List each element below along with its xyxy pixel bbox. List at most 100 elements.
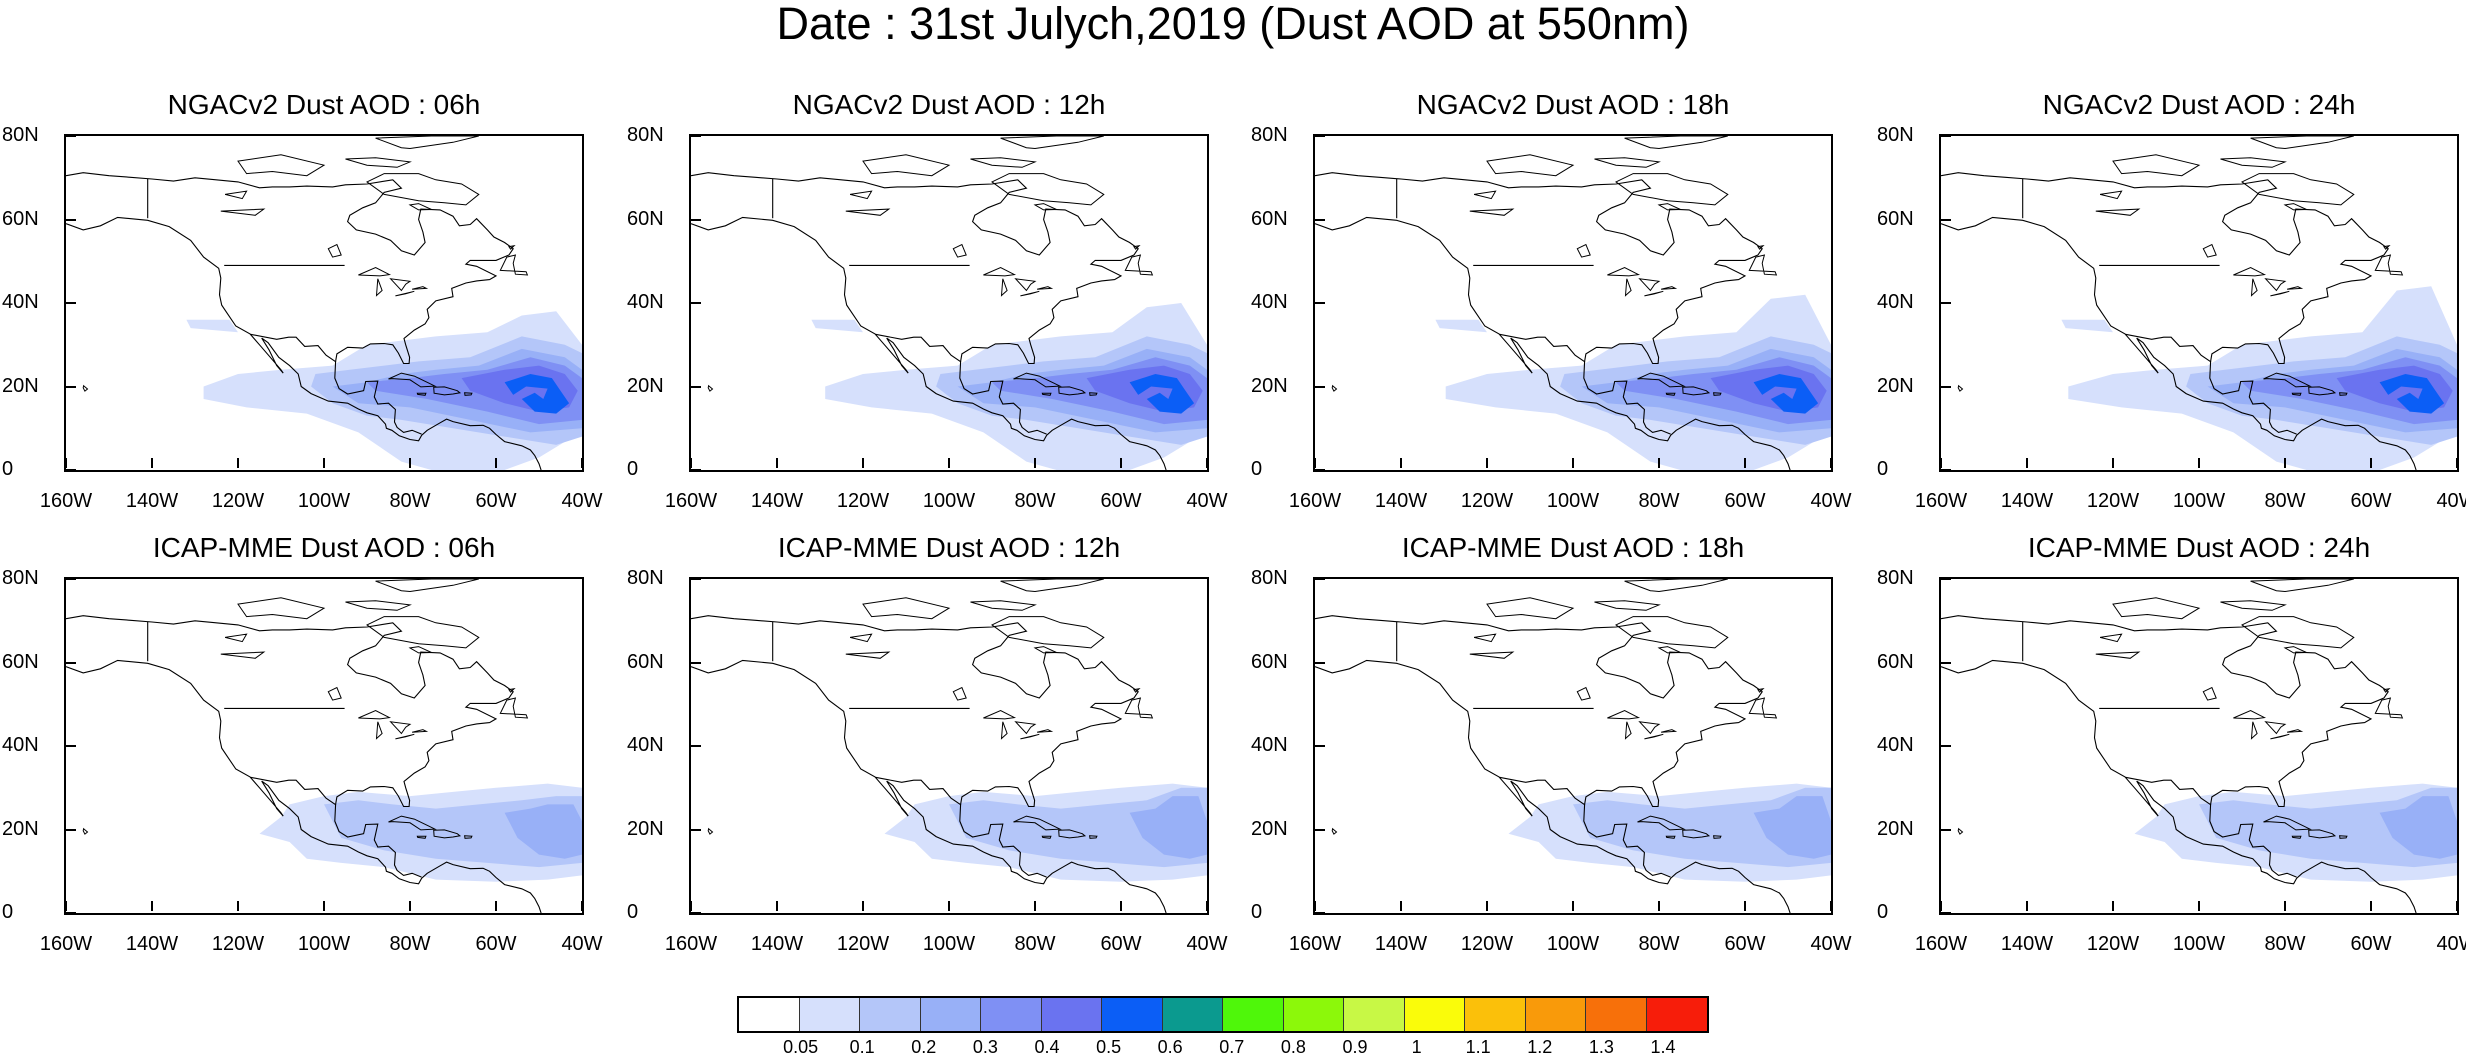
coastline-pacific: [1941, 216, 2417, 470]
island-outline: [464, 835, 473, 839]
x-tick: [1400, 901, 1402, 911]
colorbar-label: 0.7: [1219, 1037, 1245, 1057]
island-outline: [1033, 646, 1057, 654]
dust-aod-map: [691, 136, 1207, 470]
island-outline: [375, 136, 479, 150]
x-tick: [237, 901, 239, 911]
map-panel: NGACv2 Dust AOD : 06h 80N 60N 40N 20N 0 160W 14…: [2, 89, 603, 512]
y-tick: [691, 912, 701, 914]
x-tick: [1744, 458, 1746, 468]
lake-outline: [1000, 721, 1008, 740]
island-outline: [2291, 835, 2302, 839]
x-tick-label: 140W: [2000, 490, 2054, 512]
island-outline: [1637, 815, 1686, 831]
island-outline: [345, 600, 412, 611]
lake-outline: [1469, 208, 1515, 216]
panel-title: ICAP-MME Dust AOD : 24h: [2027, 532, 2371, 563]
coastline-atlantic: [1941, 615, 2389, 878]
y-tick-label: 40N: [1251, 291, 1288, 313]
island-outline: [1665, 835, 1676, 839]
panel-title: ICAP-MME Dust AOD : 06h: [152, 532, 496, 563]
island-outline: [508, 688, 516, 693]
y-tick: [1315, 745, 1325, 747]
colorbar-label: 1.1: [1465, 1037, 1491, 1057]
island-outline: [1748, 697, 1778, 719]
island-outline: [2339, 835, 2348, 839]
x-tick-label: 40W: [1186, 933, 1228, 955]
lake-outline: [2202, 686, 2217, 701]
dust-aod-contour: [2379, 796, 2457, 859]
y-tick: [691, 745, 701, 747]
x-tick-label: 160W: [1288, 933, 1342, 955]
y-tick-label: 60N: [627, 207, 664, 230]
x-tick: [1314, 901, 1316, 911]
island-outline: [499, 697, 529, 719]
x-tick-label: 120W: [1460, 490, 1514, 512]
lake-outline: [224, 190, 248, 200]
y-tick: [691, 385, 701, 388]
coastline-atlantic: [66, 172, 514, 435]
y-tick: [1315, 661, 1325, 664]
lake-outline: [952, 243, 967, 258]
island-outline: [1013, 815, 1062, 831]
y-tick-label: 80N: [2, 124, 39, 146]
x-tick-label: 60W: [475, 490, 517, 512]
y-tick-label: 40N: [627, 291, 664, 313]
x-tick-label: 120W: [211, 490, 265, 512]
x-tick-label: 100W: [2172, 490, 2226, 512]
colorbar-swatch: [1102, 998, 1163, 1031]
x-tick: [1206, 901, 1208, 911]
y-tick: [66, 385, 76, 388]
lake-outline: [2250, 721, 2258, 740]
map-frame: [1313, 134, 1833, 472]
lake-outline: [220, 651, 266, 659]
colorbar-label: 0.9: [1342, 1037, 1368, 1057]
island-outline: [1682, 386, 1711, 396]
x-tick-label: 140W: [125, 933, 179, 955]
island-outline: [2220, 157, 2287, 168]
y-tick: [1315, 469, 1325, 471]
lake-outline: [395, 290, 415, 297]
island-outline: [416, 835, 427, 839]
x-tick: [409, 901, 411, 911]
y-tick: [691, 218, 701, 221]
x-tick: [2112, 901, 2114, 911]
island-outline: [1486, 154, 1575, 177]
x-tick: [2456, 901, 2458, 911]
y-tick-label: 0: [1877, 458, 1889, 480]
island-outline: [1757, 688, 1765, 693]
colorbar-swatch: [739, 998, 800, 1031]
island-outline: [1133, 688, 1141, 693]
lake-outline: [1576, 243, 1591, 258]
lake-outline: [375, 278, 383, 297]
y-tick-label: 20N: [1877, 817, 1914, 840]
y-tick-label: 80N: [627, 567, 664, 589]
island-outline: [1041, 392, 1052, 396]
x-tick-label: 80W: [389, 933, 431, 955]
lake-outline: [849, 633, 873, 643]
country-border: [875, 776, 962, 806]
y-tick: [1941, 828, 1951, 831]
x-tick: [1034, 901, 1036, 911]
coastline-pacific: [691, 216, 1167, 470]
y-tick: [1315, 218, 1325, 221]
island-outline: [2112, 597, 2201, 620]
x-tick-label: 160W: [39, 490, 93, 512]
island-outline: [2263, 372, 2312, 388]
lake-outline: [849, 190, 873, 200]
island-outline: [1713, 392, 1722, 396]
y-tick-label: 40N: [627, 734, 664, 756]
y-tick-label: 0: [1251, 458, 1263, 480]
dust-aod-contour: [504, 374, 570, 414]
island-outline: [388, 815, 437, 831]
colorbar-swatch: [1162, 998, 1223, 1031]
island-outline: [1033, 203, 1057, 211]
lake-outline: [1644, 733, 1664, 740]
island-outline: [1713, 835, 1722, 839]
dust-aod-map: [66, 579, 582, 913]
country-border: [250, 333, 337, 363]
y-tick: [66, 661, 76, 664]
y-tick: [1315, 828, 1325, 831]
lake-outline: [395, 733, 415, 740]
lake-outline: [1638, 721, 1661, 735]
